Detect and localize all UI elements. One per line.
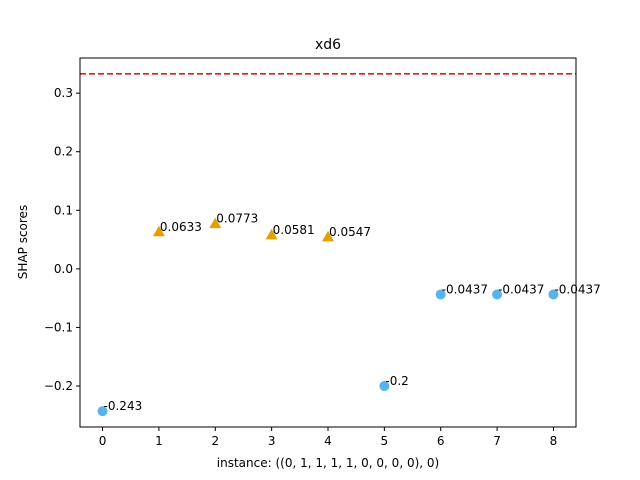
positive-marker bbox=[322, 230, 334, 242]
x-tick-label: 1 bbox=[155, 434, 163, 448]
negative-marker bbox=[492, 289, 503, 300]
positive-marker bbox=[265, 228, 278, 240]
y-tick-label: −0.2 bbox=[44, 379, 73, 393]
point-value-label: 0.0633 bbox=[160, 220, 202, 234]
y-tick-label: 0.0 bbox=[54, 262, 73, 276]
x-tick-label: 7 bbox=[493, 434, 501, 448]
point-value-label: -0.0437 bbox=[442, 282, 488, 296]
y-tick-label: −0.1 bbox=[44, 320, 73, 334]
y-axis-label: SHAP scores bbox=[16, 205, 30, 279]
point-value-label: -0.243 bbox=[104, 399, 143, 413]
point-value-label: -0.0437 bbox=[554, 282, 600, 296]
axes-frame bbox=[79, 57, 577, 428]
chart-title: xd6 bbox=[315, 37, 341, 53]
x-tick-label: 0 bbox=[99, 434, 107, 448]
positive-marker bbox=[209, 217, 222, 229]
point-value-label: 0.0547 bbox=[329, 225, 371, 239]
negative-marker bbox=[97, 406, 108, 417]
point-value-label: -0.2 bbox=[385, 374, 408, 388]
x-tick-label: 5 bbox=[381, 434, 389, 448]
y-tick-label: 0.1 bbox=[54, 203, 73, 217]
x-axis-label: instance: ((0, 1, 1, 1, 1, 0, 0, 0, 0), … bbox=[217, 456, 439, 470]
point-value-label: 0.0773 bbox=[216, 212, 258, 226]
y-tick-label: 0.2 bbox=[54, 145, 73, 159]
x-tick-label: 2 bbox=[211, 434, 219, 448]
negative-marker bbox=[379, 381, 390, 391]
point-value-label: 0.0581 bbox=[273, 223, 315, 237]
x-tick-label: 6 bbox=[437, 434, 445, 448]
point-value-label: -0.0437 bbox=[498, 282, 544, 296]
positive-marker bbox=[152, 225, 165, 237]
y-tick-label: 0.3 bbox=[54, 86, 73, 100]
x-tick-label: 3 bbox=[268, 434, 276, 448]
x-tick-label: 8 bbox=[550, 434, 558, 448]
plot-area: 0 1 2 3 4 5 6 7 8 −0.2 −0.1 0.0 0.1 0.2 0.3 -0.243 0.063… bbox=[44, 73, 601, 448]
negative-marker bbox=[435, 289, 446, 300]
x-tick-label: 4 bbox=[324, 434, 332, 448]
negative-marker bbox=[548, 289, 559, 300]
